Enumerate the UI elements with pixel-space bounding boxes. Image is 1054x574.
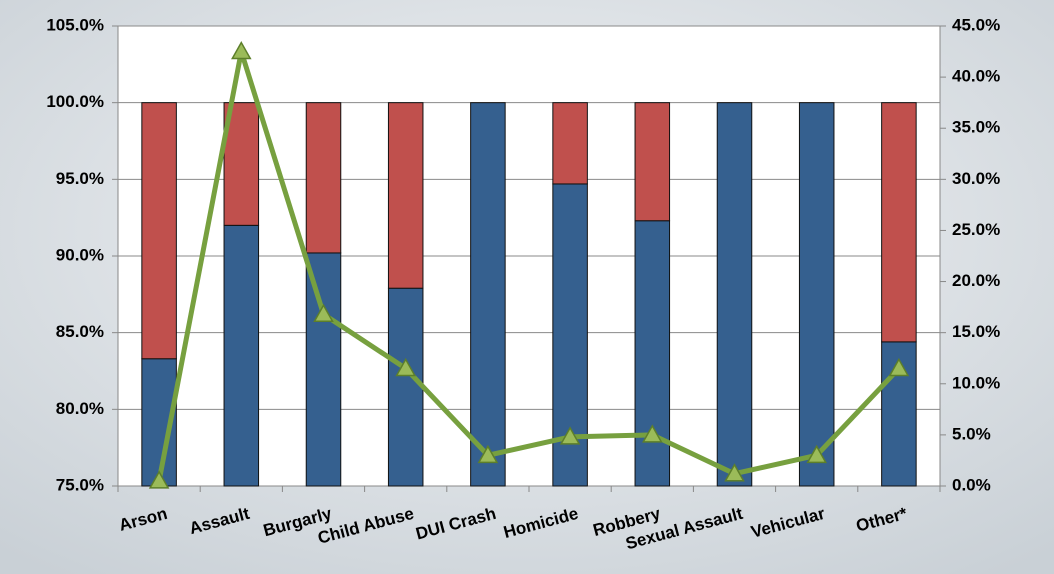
y-tick-label: 100.0% (46, 92, 104, 111)
y2-tick-label: 5.0% (952, 424, 991, 443)
bar-segment (881, 102, 917, 343)
bar-segment (305, 102, 342, 254)
bar-segment (141, 102, 177, 360)
y2-tick-label: 20.0% (952, 271, 1000, 290)
bar-segment (634, 220, 671, 487)
line-marker (231, 41, 252, 60)
line-marker (148, 470, 170, 489)
bar-segment (223, 224, 260, 487)
line-marker (888, 357, 910, 377)
y-tick-label: 80.0% (56, 399, 104, 418)
y2-tick-label: 35.0% (952, 118, 1000, 137)
y2-tick-label: 40.0% (952, 67, 1000, 86)
line-marker (642, 424, 663, 443)
line-marker (313, 303, 334, 323)
y2-tick-label: 45.0% (952, 15, 1000, 34)
y2-tick-label: 25.0% (952, 220, 1000, 239)
y-tick-label: 105.0% (46, 15, 104, 34)
bar-segment (634, 102, 671, 222)
bar-segment (552, 102, 588, 185)
line-marker (806, 444, 827, 464)
y2-tick-label: 15.0% (952, 322, 1000, 341)
y2-tick-label: 0.0% (952, 475, 991, 494)
bar-segment (470, 102, 506, 487)
y-tick-label: 75.0% (56, 475, 104, 494)
bar-segment (387, 287, 424, 487)
line-marker (395, 357, 416, 377)
bar-segment (798, 102, 835, 487)
y2-tick-label: 10.0% (952, 373, 1000, 392)
line-marker (559, 426, 581, 445)
line (156, 49, 901, 482)
line-marker (477, 444, 499, 464)
y-tick-label: 95.0% (56, 169, 104, 188)
bar-segment (305, 252, 342, 487)
y2-tick-label: 30.0% (952, 169, 1000, 188)
bar-segment (716, 102, 753, 487)
bar-segment (387, 102, 424, 289)
line-marker (724, 463, 745, 482)
y-tick-label: 90.0% (56, 245, 104, 264)
y-tick-label: 85.0% (56, 322, 104, 341)
